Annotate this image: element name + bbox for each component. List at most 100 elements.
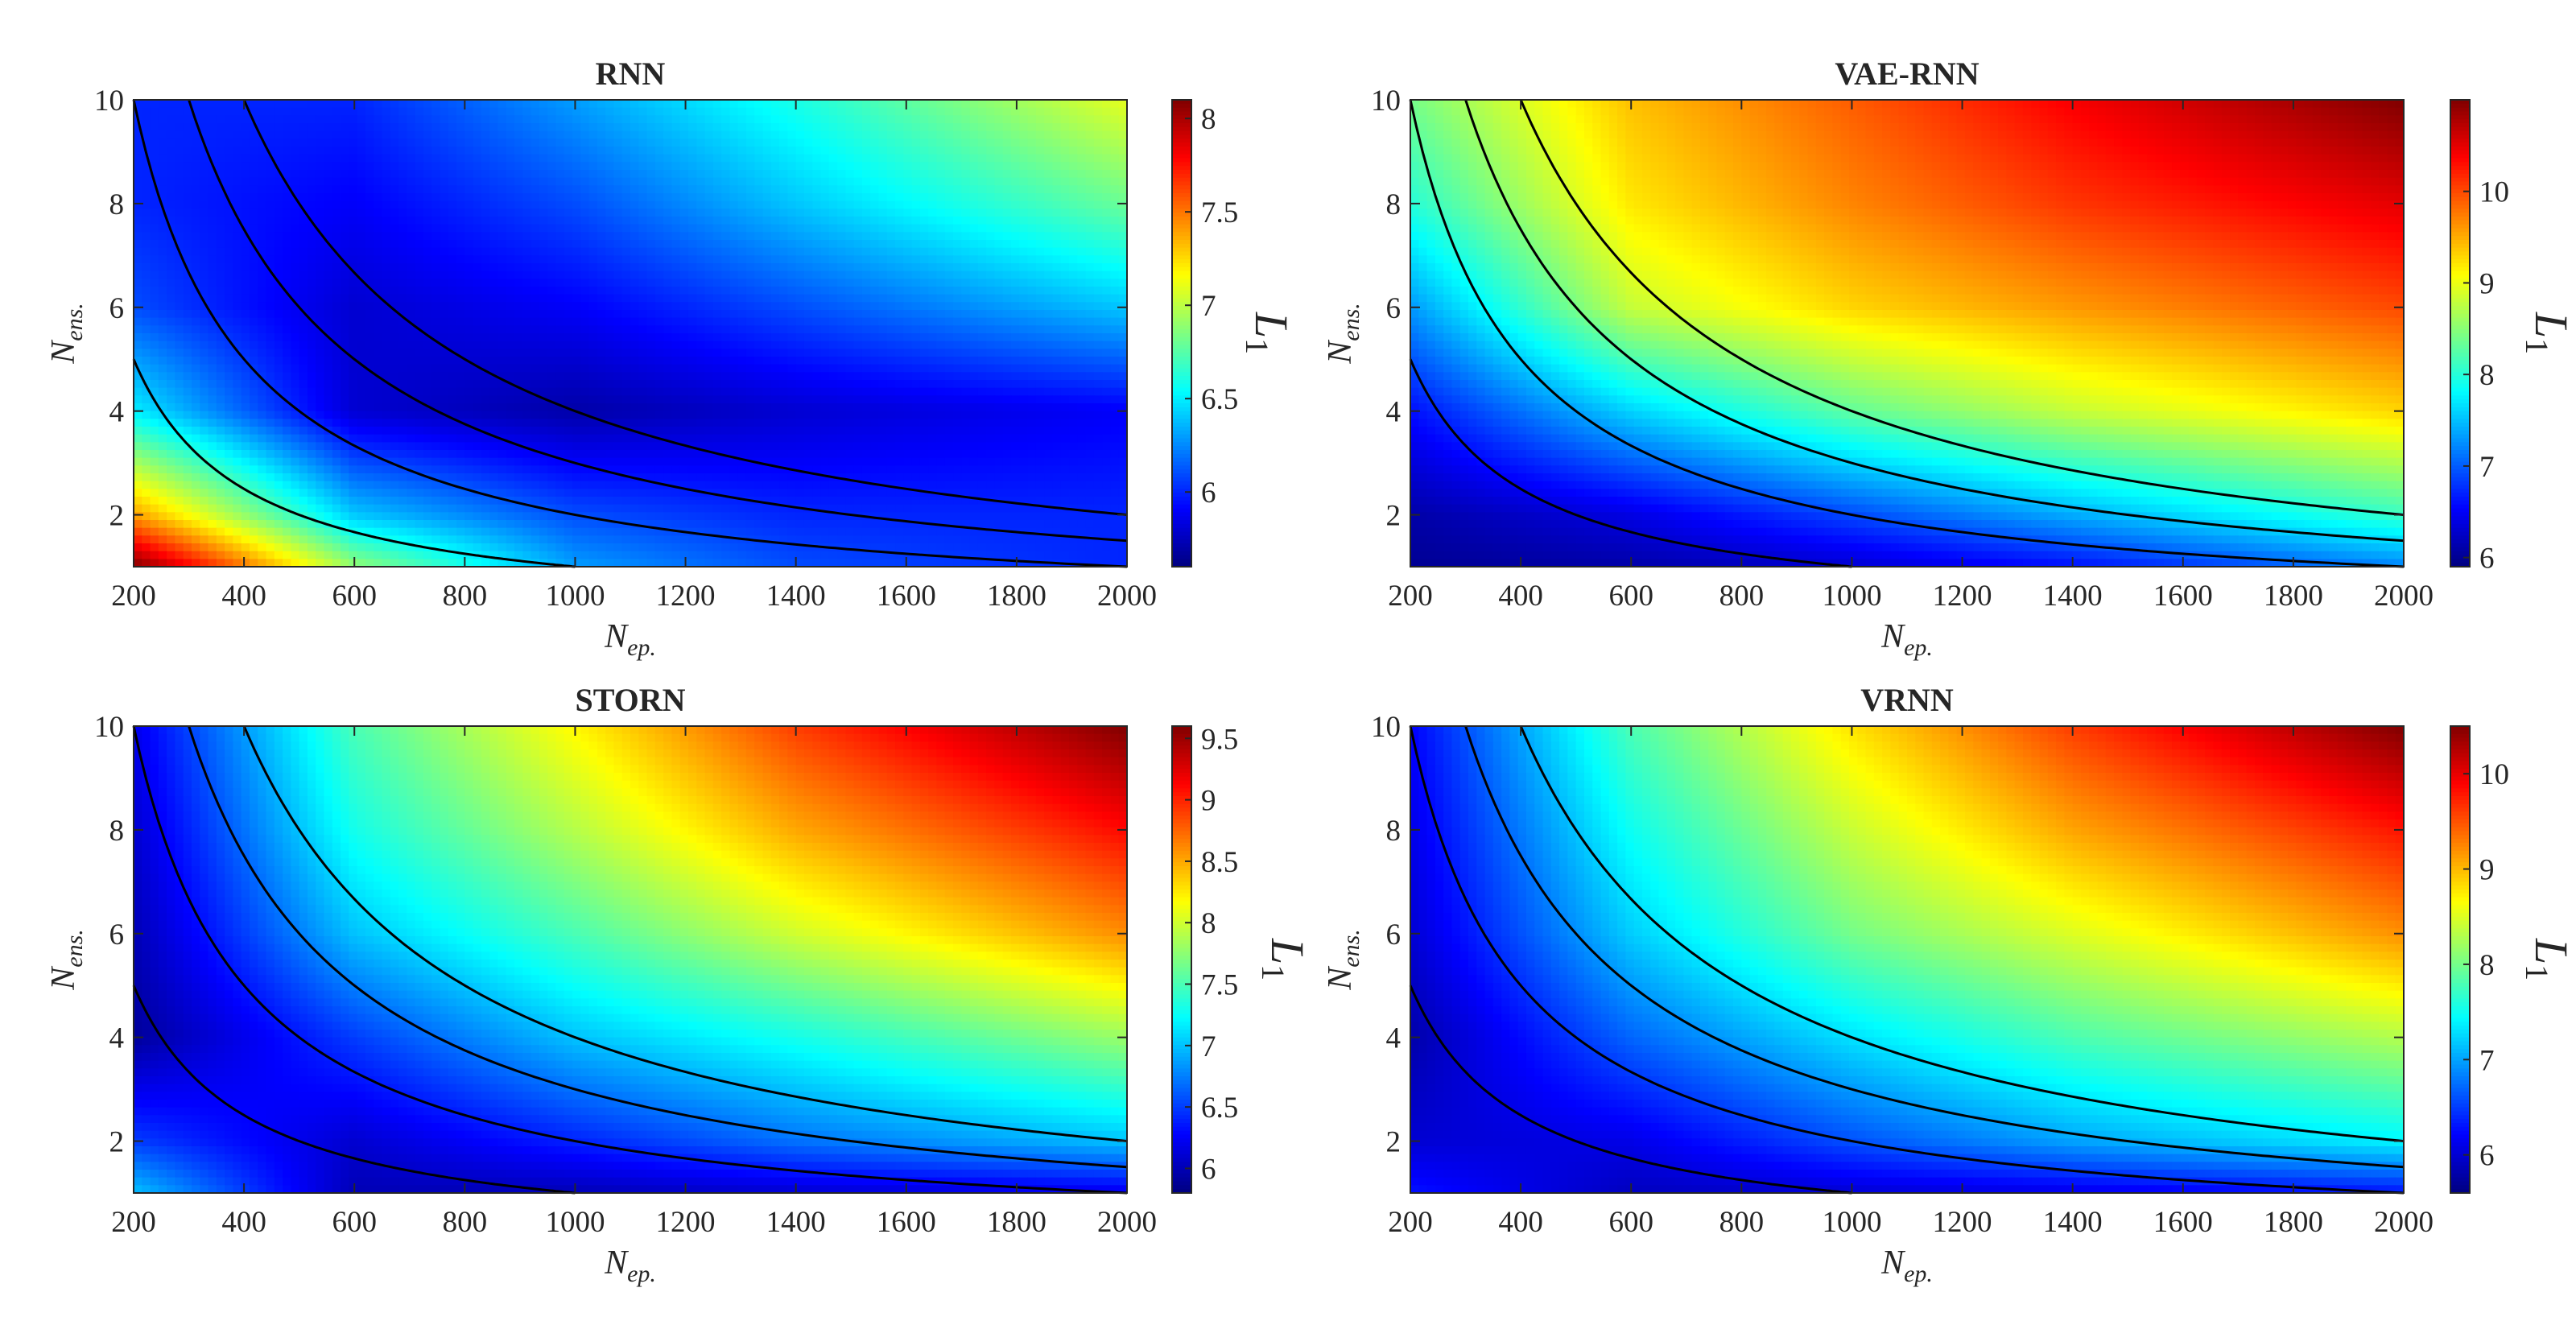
- heatmap-cell: [729, 131, 738, 139]
- heatmap-cell: [622, 147, 631, 155]
- heatmap-cell: [208, 123, 217, 131]
- heatmap-cell: [655, 123, 664, 131]
- heatmap-cell: [854, 108, 863, 116]
- heatmap-cell: [754, 155, 763, 163]
- heatmap-cell: [721, 162, 730, 170]
- heatmap-cell: [796, 138, 805, 147]
- heatmap-cell: [572, 131, 581, 139]
- heatmap-cell: [1110, 138, 1119, 147]
- heatmap-cell: [597, 155, 606, 163]
- heatmap-cell: [308, 131, 316, 139]
- heatmap-cell: [936, 138, 945, 147]
- heatmap-cell: [473, 155, 482, 163]
- heatmap-cell: [531, 100, 540, 108]
- heatmap-cell: [217, 155, 225, 163]
- heatmap-cell: [1110, 123, 1119, 131]
- heatmap-cell: [870, 162, 879, 170]
- heatmap-cell: [1011, 115, 1020, 123]
- heatmap-cell: [1052, 123, 1061, 131]
- heatmap-cell: [489, 155, 498, 163]
- heatmap-cell: [522, 162, 531, 170]
- heatmap-cell: [613, 100, 622, 108]
- heatmap-cell: [208, 100, 217, 108]
- heatmap-cell: [729, 155, 738, 163]
- heatmap-cell: [431, 123, 440, 131]
- heatmap-cell: [638, 108, 647, 116]
- heatmap-cell: [332, 131, 341, 139]
- heatmap-cell: [804, 138, 813, 147]
- heatmap-cell: [497, 162, 506, 170]
- heatmap-cell: [208, 138, 217, 147]
- heatmap-cell: [928, 108, 937, 116]
- heatmap-cell: [845, 138, 854, 147]
- heatmap-cell: [630, 138, 639, 147]
- heatmap-cell: [233, 162, 242, 170]
- heatmap-cell: [978, 108, 987, 116]
- heatmap-cell: [1077, 162, 1086, 170]
- heatmap-cell: [655, 138, 664, 147]
- heatmap-cell: [1119, 131, 1128, 139]
- heatmap-cell: [912, 108, 921, 116]
- heatmap-cell: [299, 108, 308, 116]
- heatmap-cell: [713, 123, 722, 131]
- heatmap-cell: [489, 100, 498, 108]
- heatmap-cell: [696, 147, 705, 155]
- heatmap-cell: [407, 155, 415, 163]
- heatmap-cell: [680, 100, 689, 108]
- heatmap-cell: [1110, 147, 1119, 155]
- heatmap-cell: [655, 155, 664, 163]
- heatmap-cell: [862, 138, 871, 147]
- heatmap-cell: [431, 115, 440, 123]
- heatmap-cell: [895, 123, 904, 131]
- heatmap-cell: [233, 147, 242, 155]
- heatmap-cell: [738, 123, 747, 131]
- heatmap-cell: [374, 138, 382, 147]
- heatmap-cell: [531, 162, 540, 170]
- heatmap-cell: [696, 155, 705, 163]
- heatmap-cell: [1011, 108, 1020, 116]
- heatmap-cell: [390, 138, 399, 147]
- heatmap-cell: [879, 162, 888, 170]
- heatmap-cell: [324, 155, 333, 163]
- heatmap-cell: [945, 147, 954, 155]
- heatmap-cell: [440, 155, 448, 163]
- heatmap-cell: [415, 100, 424, 108]
- heatmap-cell: [870, 115, 879, 123]
- heatmap-cell: [374, 155, 382, 163]
- heatmap-cell: [920, 162, 929, 170]
- heatmap-cell: [622, 115, 631, 123]
- heatmap-cell: [738, 100, 747, 108]
- heatmap-cell: [738, 162, 747, 170]
- heatmap-cell: [324, 108, 333, 116]
- heatmap-cell: [630, 131, 639, 139]
- heatmap-cell: [481, 155, 490, 163]
- heatmap-cell: [423, 108, 432, 116]
- heatmap-cell: [879, 147, 888, 155]
- heatmap-cell: [258, 115, 266, 123]
- heatmap-cell: [879, 115, 888, 123]
- heatmap-cell: [779, 123, 788, 131]
- heatmap-cell: [680, 147, 689, 155]
- heatmap-cell: [812, 162, 821, 170]
- heatmap-cell: [1028, 123, 1037, 131]
- heatmap-cell: [555, 100, 564, 108]
- heatmap-cell: [539, 131, 548, 139]
- heatmap-cell: [142, 115, 151, 123]
- heatmap-cell: [200, 162, 208, 170]
- heatmap-cell: [415, 147, 424, 155]
- heatmap-cell: [1086, 162, 1095, 170]
- heatmap-cell: [382, 147, 391, 155]
- heatmap-cell: [771, 115, 780, 123]
- heatmap-cell: [539, 123, 548, 131]
- heatmap-cell: [613, 131, 622, 139]
- heatmap-cell: [1119, 115, 1128, 123]
- heatmap-cell: [382, 131, 391, 139]
- heatmap-cell: [928, 131, 937, 139]
- heatmap-cell: [1102, 131, 1111, 139]
- heatmap-cell: [398, 108, 407, 116]
- heatmap-cell: [316, 131, 324, 139]
- heatmap-cell: [746, 123, 755, 131]
- heatmap-cell: [208, 131, 217, 139]
- heatmap-cell: [200, 155, 208, 163]
- heatmap-cell: [151, 123, 159, 131]
